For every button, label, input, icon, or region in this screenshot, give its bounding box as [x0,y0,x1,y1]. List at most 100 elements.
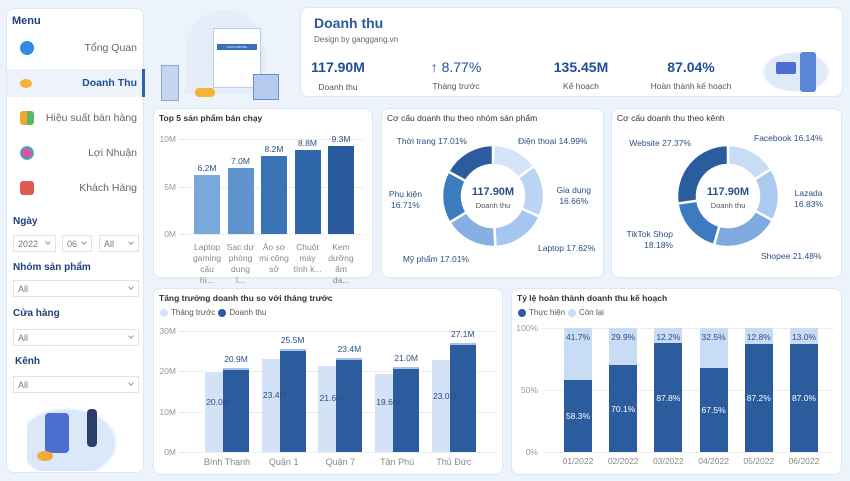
product-group-dropdown[interactable]: All [13,280,139,297]
donut-slice[interactable] [446,143,495,183]
gridline [180,139,364,140]
legend-dot [568,308,577,317]
nav-label: Lợi Nhuận [88,147,137,159]
bar-value-label: 8.8M [298,138,317,149]
bar-achieved [744,343,773,452]
home-icon [20,41,34,55]
bar-value-label: 87.0% [791,393,817,404]
kpi-completion-value: 87.04% [667,59,715,75]
bar-remaining [654,328,683,344]
kpi-prev-month-label: Tháng trước [432,81,480,91]
month-dropdown[interactable]: 06 [62,235,92,252]
channel-dropdown[interactable]: All [13,376,139,393]
bar-value-label: 12.2% [656,332,681,342]
donut-center-label: Doanh thu [710,201,746,210]
slice-label: Website 27.37% [629,138,691,149]
slice-label: Thời trang 17.01% [397,136,467,147]
year-value: 2022 [18,239,39,249]
chevron-down-icon [128,239,134,245]
page-title: Doanh thu [314,15,384,31]
slice-label: Phụ kiện 16.71% [389,189,422,211]
y-tick-label: 30M [159,326,176,336]
nav-item-loi-nhuan[interactable]: Lợi Nhuận [7,139,145,167]
channel-value: All [18,380,29,390]
bar-achieved [654,343,683,452]
kpi-completion-label: Hoàn thành kế hoạch [650,81,732,91]
bar-achieved [564,379,592,452]
nav-item-tong-quan[interactable]: Tổng Quan [7,34,145,62]
channel-donut-chart: Cơ cấu doanh thu theo kênh 117.90M Doanh … [611,108,842,278]
bar-remaining [564,328,592,380]
bar-value-label: 9.3M [331,133,351,144]
donut-center-value: 117.90M [706,186,750,198]
donut-slice[interactable] [493,206,542,249]
nav-item-hieu-suat-ban-hang[interactable]: Hiệu suất bán hàng [7,104,145,132]
y-tick-label: 100% [516,323,538,333]
calculator-icon [20,111,34,125]
menu-title: Menu [12,15,41,27]
nav-item-khach-hang[interactable]: Khách Hàng [7,174,145,202]
plan-completion-chart: Tỷ lệ hoàn thành doanh thu kế hoạch Thực… [511,288,842,475]
slice-label: Mỹ phẩm 17.01% [403,254,469,265]
donut-slice[interactable] [712,209,775,249]
slice-percent: 16.83% [794,199,823,209]
channel-label: Kênh [15,356,40,367]
bar-value-label: 7.0M [231,155,250,166]
slice-percent: 16.71% [391,200,420,210]
slice-name: Phụ kiện [388,189,422,199]
chevron-down-icon [45,239,51,245]
product-group-value: All [18,284,29,294]
bar-value-label: 6.2M [197,163,217,174]
legend-label: Thực hiện [529,308,566,317]
chart-title: Cơ cấu doanh thu theo nhóm sản phẩm [387,113,538,123]
bar-value-label: 23.0M [432,390,457,401]
bar-achieved [609,365,638,452]
slice-name: Lazada [794,188,823,198]
x-tick-label: Thủ Đức [436,457,472,467]
bar-value-label: 87.8% [656,392,681,403]
gridline [180,452,494,453]
page-subtitle: Design by ganggang.vn [314,35,399,44]
slice-percent: 14.99% [558,136,588,146]
chevron-down-icon [128,333,134,339]
team-icon [20,146,34,160]
slice-name: Mỹ phẩm [402,254,438,264]
y-tick-label: 5M [164,181,176,192]
slice-name: Thời trang [396,136,436,146]
kpi-prev-month-number: 8.77% [441,59,482,75]
legend-label: Doanh thu [229,308,267,317]
x-tick-label: Kem dưỡng ẩm da... [328,242,354,285]
nav-item-doanh-thu[interactable]: Doanh Thu [7,69,145,97]
bar-value-label: 12.8% [746,332,771,342]
store-dropdown[interactable]: All [13,329,139,346]
illustration-text: ACCOUNTING [217,44,257,50]
legend-label: Tháng trước [171,308,216,317]
donut-slice[interactable] [675,143,730,205]
slice-name: Laptop [538,243,564,253]
x-tick-label: 05/2022 [743,456,775,466]
slice-percent: 17.01% [440,254,469,264]
chart-title: Cơ cấu doanh thu theo kênh [617,113,725,123]
kpi-revenue-label: Doanh thu [318,82,358,92]
kpi-plan-label: Kế hoạch [563,81,599,91]
x-tick-label: 06/2022 [788,456,820,466]
bar-value-label: 21.0M [394,353,418,364]
bar-value-label: 13.0% [791,332,817,342]
slice-percent: 16.66% [559,196,589,206]
slice-name: Facebook [754,133,792,143]
x-tick-label: Tân Phú [380,457,415,467]
slice-name: Gia dụng [556,185,592,195]
slice-label: Lazada 16.83% [794,188,823,210]
gridline [542,452,833,453]
slice-percent: 16.14% [793,133,823,143]
year-dropdown[interactable]: 2022 [13,235,56,252]
clipboard-icon [20,181,34,195]
nav-label: Khách Hàng [79,182,137,194]
day-dropdown[interactable]: All [99,235,139,252]
slice-name: Shopee [761,251,791,261]
chart-legend: Thực hiện Còn lại [518,308,604,317]
bar-value-label: 23.4M [337,343,362,354]
chevron-down-icon [81,239,87,245]
shopping-illustration [27,401,127,471]
slice-percent: 21.48% [792,251,822,261]
